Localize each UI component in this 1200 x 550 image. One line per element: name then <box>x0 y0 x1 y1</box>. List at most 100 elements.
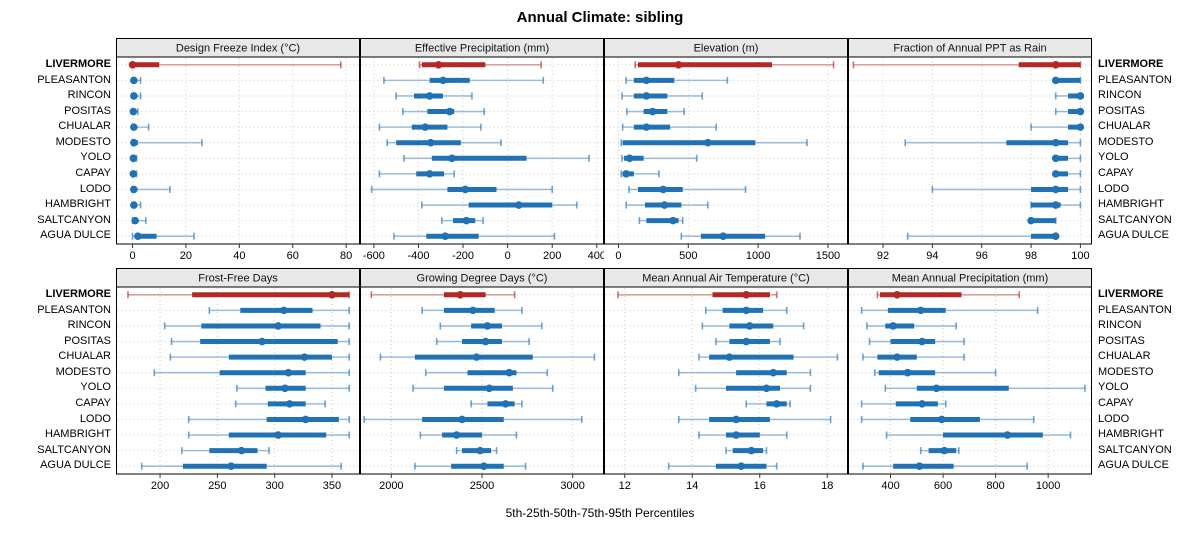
panel-title: Mean Annual Air Temperature (°C) <box>642 273 809 285</box>
series-pleasanton <box>130 76 142 85</box>
series-chualar <box>378 123 482 131</box>
row-label-agua-dulce: AGUA DULCE <box>40 459 111 472</box>
series-yolo <box>403 154 590 163</box>
row-label-hambright: HAMBRIGHT <box>1098 428 1164 441</box>
panel-mean-annual-air-temperature-c: Mean Annual Air Temperature (°C) 12 14 16 18 <box>604 268 848 492</box>
series-pleasanton <box>208 306 350 315</box>
series-pleasanton <box>1051 76 1082 85</box>
panel-effective-precipitation-mm: Effective Precipitation (mm) -600 -400 -200… <box>360 38 604 262</box>
row-label-capay: CAPAY <box>75 397 111 410</box>
x-tick-label: 80 <box>340 250 352 262</box>
row-label-yolo: YOLO <box>80 381 111 394</box>
series-pleasanton <box>704 306 788 315</box>
x-tick-label: 200 <box>151 480 169 492</box>
row-label-positas: POSITAS <box>1098 104 1145 117</box>
panel-title: Frost-Free Days <box>198 273 278 285</box>
series-livermore <box>127 290 350 299</box>
row-label-saltcanyon: SALTCANYON <box>1098 443 1172 456</box>
series-modesto <box>424 368 549 377</box>
row-label-chualar: CHUALAR <box>1098 120 1151 133</box>
row-label-agua-dulce: AGUA DULCE <box>40 229 111 242</box>
row-label-rincon: RINCON <box>1098 89 1142 102</box>
panel-title: Effective Precipitation (mm) <box>415 43 549 55</box>
x-tick-label: 0 <box>505 250 511 262</box>
x-tick-label: 96 <box>976 250 988 262</box>
row-label-pleasanton: PLEASANTON <box>37 303 111 316</box>
series-capay <box>745 400 791 408</box>
x-tick-label: 60 <box>287 250 299 262</box>
series-rincon <box>439 322 543 330</box>
row-label-livermore: LIVERMORE <box>1098 288 1164 300</box>
panel-title: Elevation (m) <box>694 43 759 55</box>
row-label-livermore: LIVERMORE <box>45 58 111 70</box>
x-tick-label: 200 <box>543 250 561 262</box>
row-label-modesto: MODESTO <box>1098 135 1154 148</box>
series-yolo <box>412 384 554 393</box>
row-label-capay: CAPAY <box>1098 167 1134 180</box>
series-rincon <box>1054 92 1085 100</box>
row-label-lodo: LODO <box>79 412 111 425</box>
series-modesto <box>130 138 203 147</box>
series-hambright <box>187 431 350 439</box>
series-saltcanyon <box>919 446 960 455</box>
series-lodo <box>677 415 832 424</box>
series-rincon <box>395 92 473 100</box>
series-chualar <box>621 123 718 131</box>
series-saltcanyon <box>1027 216 1057 225</box>
series-yolo <box>129 154 138 163</box>
series-positas <box>626 107 685 116</box>
x-tick-label: 40 <box>233 250 245 262</box>
panel-group: Design Freeze Index (°C) 0 20 40 60 80 Effecti… <box>116 38 1092 268</box>
series-saltcanyon <box>455 446 498 455</box>
x-tick-label: 18 <box>821 480 833 492</box>
series-positas <box>868 337 965 346</box>
x-tick-label: 2500 <box>470 480 494 492</box>
panel-growing-degree-days-c: Growing Degree Days (°C) 2000 2500 3000 <box>360 268 604 492</box>
x-tick-label: 0 <box>129 250 135 262</box>
x-tick-label: 800 <box>986 480 1004 492</box>
series-hambright <box>130 201 142 209</box>
axis-caption: 5th-25th-50th-75th-95th Percentiles <box>505 506 695 520</box>
top-panel-row: LIVERMORE PLEASANTON RINCON POSITAS CHUALAR M… <box>0 38 1200 268</box>
series-positas <box>170 337 350 346</box>
series-rincon <box>621 92 704 100</box>
row-label-pleasanton: PLEASANTON <box>1098 73 1172 86</box>
series-modesto <box>873 368 997 377</box>
right-row-labels: LIVERMORE PLEASANTON RINCON POSITAS CHUALAR M… <box>1092 57 1200 244</box>
series-pleasanton <box>383 76 545 85</box>
series-rincon <box>866 322 958 330</box>
series-rincon <box>163 322 350 330</box>
x-tick-label: 300 <box>265 480 283 492</box>
series-positas <box>129 107 139 116</box>
panel-mean-annual-precipitation-mm: Mean Annual Precipitation (mm) 400 600 800 1… <box>848 268 1092 492</box>
series-modesto <box>677 368 812 377</box>
x-tick-label: 1000 <box>1036 480 1060 492</box>
row-label-livermore: LIVERMORE <box>45 288 111 300</box>
series-livermore <box>370 290 516 299</box>
right-row-labels: LIVERMORE PLEASANTON RINCON POSITAS CHUALAR M… <box>1092 287 1200 474</box>
x-tick-label: 98 <box>1025 250 1037 262</box>
series-agua-dulce <box>667 462 778 471</box>
row-label-capay: CAPAY <box>1098 397 1134 410</box>
series-lodo <box>931 185 1082 194</box>
row-label-rincon: RINCON <box>67 319 111 332</box>
series-lodo <box>363 415 583 424</box>
row-label-pleasanton: PLEASANTON <box>1098 303 1172 316</box>
panel-elevation-m: Elevation (m) 0 500 1000 1500 <box>604 38 848 262</box>
x-tick-label: -600 <box>363 250 385 262</box>
series-chualar <box>1030 123 1085 131</box>
x-tick-label: 3000 <box>560 480 584 492</box>
series-agua-dulce <box>131 232 195 241</box>
panel-group: Frost-Free Days 200 250 300 350 Growing Degre… <box>116 268 1092 498</box>
series-chualar <box>130 123 150 131</box>
series-livermore <box>876 290 1021 299</box>
series-positas <box>435 337 530 346</box>
row-label-modesto: MODESTO <box>55 365 111 378</box>
series-yolo <box>694 384 812 393</box>
row-label-agua-dulce: AGUA DULCE <box>1098 229 1169 242</box>
series-capay <box>1051 170 1082 178</box>
series-hambright <box>1030 201 1082 209</box>
series-hambright <box>421 201 578 209</box>
panel-title: Design Freeze Index (°C) <box>176 43 300 55</box>
series-hambright <box>698 431 788 439</box>
